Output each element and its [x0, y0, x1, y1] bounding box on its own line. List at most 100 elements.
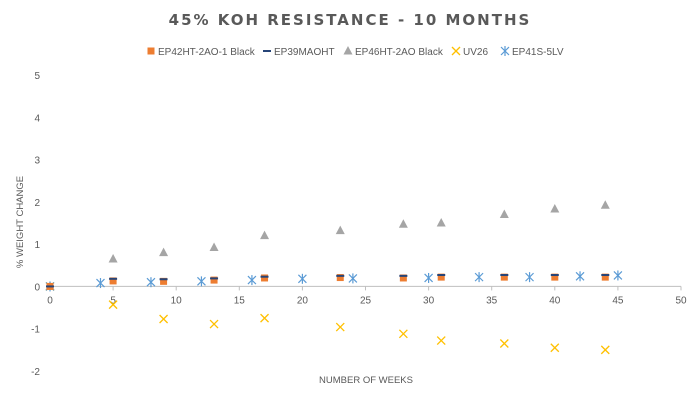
data-point — [160, 277, 168, 285]
y-axis-title: % WEIGHT CHANGE — [15, 176, 26, 268]
data-point — [424, 272, 434, 283]
data-point — [399, 274, 408, 277]
data-point — [260, 230, 270, 240]
data-point — [600, 345, 610, 355]
data-point — [96, 278, 105, 289]
legend-label: EP42HT-2AO-1 Black — [158, 47, 256, 58]
data-point — [247, 275, 257, 286]
legend-label: EP41S-5LV — [512, 47, 564, 58]
data-point — [437, 273, 445, 281]
y-axis: -2 -1 0 1 2 3 4 5 — [31, 71, 40, 378]
data-point — [159, 247, 169, 257]
data-point — [108, 300, 118, 310]
data-point — [297, 273, 307, 284]
data-point — [613, 270, 623, 281]
chart-title: 45% KOH RESISTANCE - 10 MONTHS — [169, 11, 532, 29]
data-point — [474, 272, 484, 283]
data-point — [399, 274, 407, 282]
x-tick-label: 30 — [423, 295, 435, 306]
x-tick-label: 40 — [549, 295, 561, 306]
data-point — [436, 336, 446, 346]
data-point — [550, 204, 560, 213]
y-tick-label: 3 — [34, 156, 40, 167]
y-tick-label: 2 — [34, 198, 40, 209]
data-point — [348, 273, 358, 284]
x-tick-label: 15 — [234, 295, 246, 306]
data-point — [499, 339, 509, 348]
plot-area — [45, 200, 623, 355]
x-axis: 0 5 10 15 20 25 30 35 40 45 50 — [47, 286, 687, 306]
x-tick-label: 35 — [486, 295, 498, 306]
data-point — [575, 271, 585, 282]
legend: EP42HT-2AO-1 Black EP39MAOHT EP46HT-2AO Bl… — [147, 46, 564, 58]
x-tick-label: 50 — [675, 295, 687, 306]
y-tick-label: 0 — [34, 282, 40, 293]
legend-marker — [500, 46, 510, 56]
x-tick-label: 10 — [171, 295, 183, 306]
x-tick-label: 45 — [612, 295, 624, 306]
series-2 — [45, 200, 610, 290]
data-point — [601, 273, 609, 281]
data-point — [600, 200, 610, 209]
data-point — [159, 314, 169, 324]
data-point — [335, 225, 345, 235]
data-point — [210, 276, 218, 284]
legend-item: EP46HT-2AO Black — [343, 46, 444, 58]
y-tick-label: 5 — [34, 71, 40, 82]
data-point — [437, 274, 446, 277]
data-point — [46, 285, 54, 288]
series-4 — [45, 270, 623, 292]
x-tick-label: 25 — [360, 295, 372, 306]
legend-marker — [343, 46, 353, 55]
data-point — [336, 274, 344, 282]
data-point — [159, 278, 168, 281]
legend-item: EP39MAOHT — [263, 47, 335, 58]
legend-marker — [263, 50, 271, 52]
data-point — [209, 319, 219, 329]
data-point — [550, 274, 559, 277]
legend-label: UV26 — [463, 47, 488, 58]
data-point — [261, 274, 269, 282]
legend-item: EP42HT-2AO-1 Black — [147, 47, 256, 58]
data-point — [551, 273, 559, 281]
series-0 — [46, 273, 609, 290]
x-tick-label: 5 — [110, 295, 116, 306]
y-tick-label: 1 — [34, 240, 40, 251]
legend-marker — [451, 46, 461, 56]
x-axis-title: NUMBER OF WEEKS — [319, 375, 413, 386]
data-point — [335, 322, 345, 332]
series-1 — [46, 274, 610, 288]
legend-label: EP39MAOHT — [274, 47, 335, 58]
data-point — [336, 274, 345, 277]
x-tick-label: 0 — [47, 295, 53, 306]
legend-item: UV26 — [451, 46, 488, 58]
legend-item: EP41S-5LV — [500, 46, 564, 58]
data-point — [525, 272, 534, 283]
data-point — [197, 276, 206, 287]
data-point — [260, 313, 269, 323]
data-point — [550, 343, 560, 353]
legend-marker — [147, 47, 155, 55]
y-tick-label: -2 — [31, 367, 40, 378]
data-point — [500, 273, 508, 281]
legend-label: EP46HT-2AO Black — [355, 47, 444, 58]
data-point — [436, 218, 446, 227]
series-3 — [45, 281, 610, 355]
data-point — [500, 274, 509, 277]
data-point — [109, 277, 118, 280]
data-point — [108, 253, 118, 263]
data-point — [499, 209, 509, 219]
data-point — [601, 274, 610, 277]
data-point — [260, 275, 269, 278]
y-tick-label: 4 — [34, 113, 40, 124]
x-tick-label: 20 — [297, 295, 309, 306]
data-point — [398, 329, 408, 339]
data-point — [210, 277, 219, 280]
data-point — [398, 219, 408, 228]
data-point — [109, 277, 117, 285]
data-point — [146, 277, 156, 288]
y-tick-label: -1 — [31, 325, 40, 336]
data-point — [209, 242, 219, 252]
